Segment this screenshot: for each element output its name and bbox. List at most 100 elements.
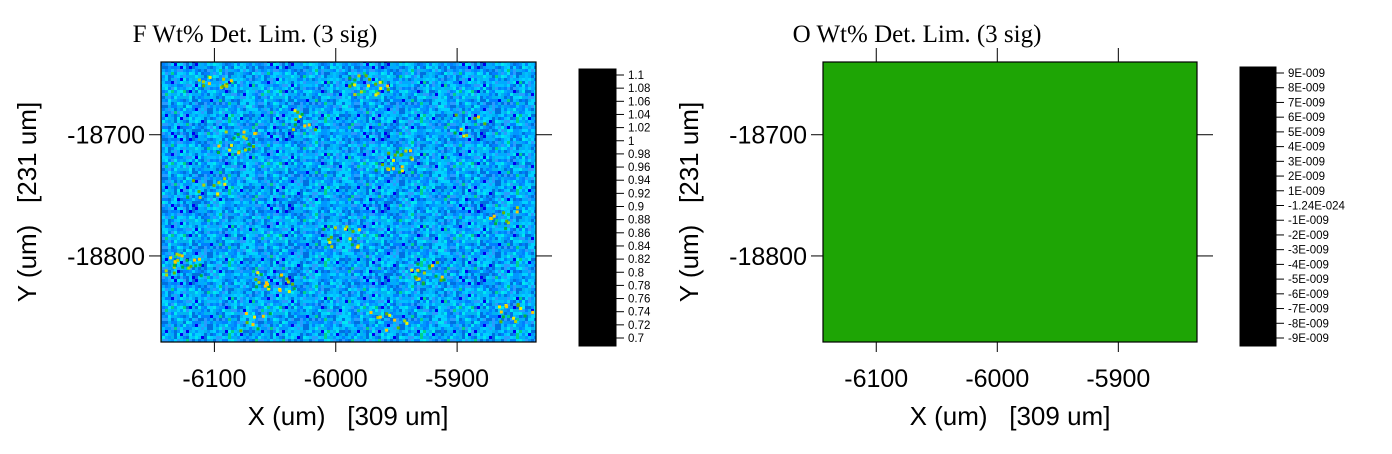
colorbar-label: 1.02	[628, 123, 650, 135]
hot-speckle	[216, 192, 220, 196]
hot-speckle	[217, 144, 221, 148]
hot-speckle	[178, 253, 181, 257]
hot-speckle	[322, 227, 326, 231]
hot-speckle	[385, 328, 389, 332]
y-tick-label: -18700	[729, 122, 807, 150]
hot-speckle	[356, 245, 360, 249]
hot-speckle	[398, 170, 402, 174]
chart-f-detection-limit: F Wt% Det. Lim. (3 sig) -6100 -6000 -5900-…	[12, 21, 651, 431]
colorbar-label: -9E-009	[1288, 333, 1329, 345]
hot-speckle	[198, 196, 202, 199]
colorbar-label: -4E-009	[1288, 259, 1329, 271]
hot-speckle	[506, 221, 510, 225]
hot-speckle	[417, 277, 421, 281]
hot-speckle	[421, 282, 425, 286]
x-tick-label: -5900	[425, 365, 489, 393]
hot-speckle	[359, 90, 363, 94]
hot-speckle	[409, 156, 413, 160]
hot-speckle	[247, 142, 251, 146]
hot-speckle	[430, 264, 434, 268]
hot-speckle	[186, 195, 190, 199]
hot-speckle	[169, 256, 173, 260]
hot-speckle	[379, 86, 383, 90]
hot-speckle	[230, 143, 234, 147]
hot-speckle	[225, 84, 229, 88]
hot-speckle	[514, 320, 518, 324]
hot-speckle	[388, 313, 392, 317]
hot-speckle	[416, 268, 420, 272]
hot-speckle	[217, 151, 220, 154]
colorbar-label: 2E-009	[1288, 171, 1325, 183]
hot-speckle	[436, 261, 439, 265]
hot-speckle	[197, 190, 201, 194]
hot-speckle	[180, 254, 184, 258]
hot-speckle	[212, 184, 216, 188]
hot-speckle	[256, 271, 260, 275]
hot-speckle	[368, 77, 371, 81]
colorbar-label: 0.96	[628, 162, 650, 174]
hot-speckle	[208, 76, 212, 79]
hot-speckle	[232, 136, 236, 140]
hot-speckle	[223, 177, 227, 181]
y-axis-label: Y (um) [231 um]	[674, 102, 704, 302]
hot-speckle	[296, 110, 300, 114]
colorbar-label: -2E-009	[1288, 230, 1329, 242]
colorbar-label: -7E-009	[1288, 304, 1329, 316]
hot-speckle	[357, 74, 361, 78]
hot-speckle	[385, 312, 389, 316]
colorbar-label: 0.76	[628, 294, 650, 306]
hot-speckle	[202, 84, 206, 88]
hot-speckle	[364, 74, 368, 78]
hot-speckle	[244, 312, 248, 315]
hot-speckle	[328, 240, 332, 244]
colorbar-label: 0.8	[628, 267, 644, 279]
hot-speckle	[386, 88, 390, 92]
plot-frame	[160, 61, 537, 343]
colorbar-label: 0.78	[628, 280, 650, 292]
hot-speckle	[353, 78, 357, 82]
hot-speckle	[396, 326, 400, 330]
hot-speckle	[292, 128, 295, 132]
colorbar-label: -8E-009	[1288, 318, 1329, 330]
colorbar-label: 3E-009	[1288, 156, 1325, 168]
hot-speckle	[439, 278, 443, 282]
hot-speckle	[224, 130, 228, 134]
hot-speckle	[343, 227, 347, 231]
colorbar-ramp	[578, 68, 617, 347]
hot-speckle	[348, 84, 352, 88]
hot-speckle	[409, 149, 412, 153]
colorbar-label: -1E-009	[1288, 215, 1329, 227]
hot-speckle	[193, 258, 196, 262]
hot-speckle	[351, 229, 355, 233]
hot-speckle	[242, 135, 246, 139]
hot-speckle	[327, 238, 331, 242]
chart-title: F Wt% Det. Lim. (3 sig)	[133, 21, 378, 48]
hot-speckle	[523, 314, 527, 318]
hot-speckle	[374, 168, 378, 172]
hot-speckle	[501, 315, 505, 319]
hot-speckle	[405, 321, 409, 325]
hot-speckle	[221, 84, 225, 88]
x-tick-label: -6100	[182, 365, 246, 393]
hot-speckle	[329, 235, 333, 239]
hot-speckle	[261, 314, 265, 318]
hot-speckle	[505, 219, 509, 223]
hot-speckle	[434, 274, 438, 278]
heatmap-plot-area	[822, 61, 1198, 343]
hot-speckle	[403, 319, 407, 323]
hot-speckle	[380, 80, 384, 84]
hot-speckle	[268, 312, 272, 316]
x-axis-label: X (um) [309 um]	[910, 401, 1111, 431]
hot-speckle	[428, 266, 432, 270]
colorbar-label: 5E-009	[1288, 127, 1325, 139]
colorbar-label: 0.7	[628, 333, 644, 345]
hot-speckle	[173, 263, 176, 267]
hot-speckle	[505, 305, 509, 309]
hot-speckle	[245, 321, 249, 325]
hot-speckle	[255, 285, 258, 289]
colorbar-label: 0.82	[628, 254, 650, 266]
hot-speckle	[499, 310, 503, 314]
hot-speckle	[280, 273, 284, 277]
hot-speckle	[462, 134, 466, 138]
